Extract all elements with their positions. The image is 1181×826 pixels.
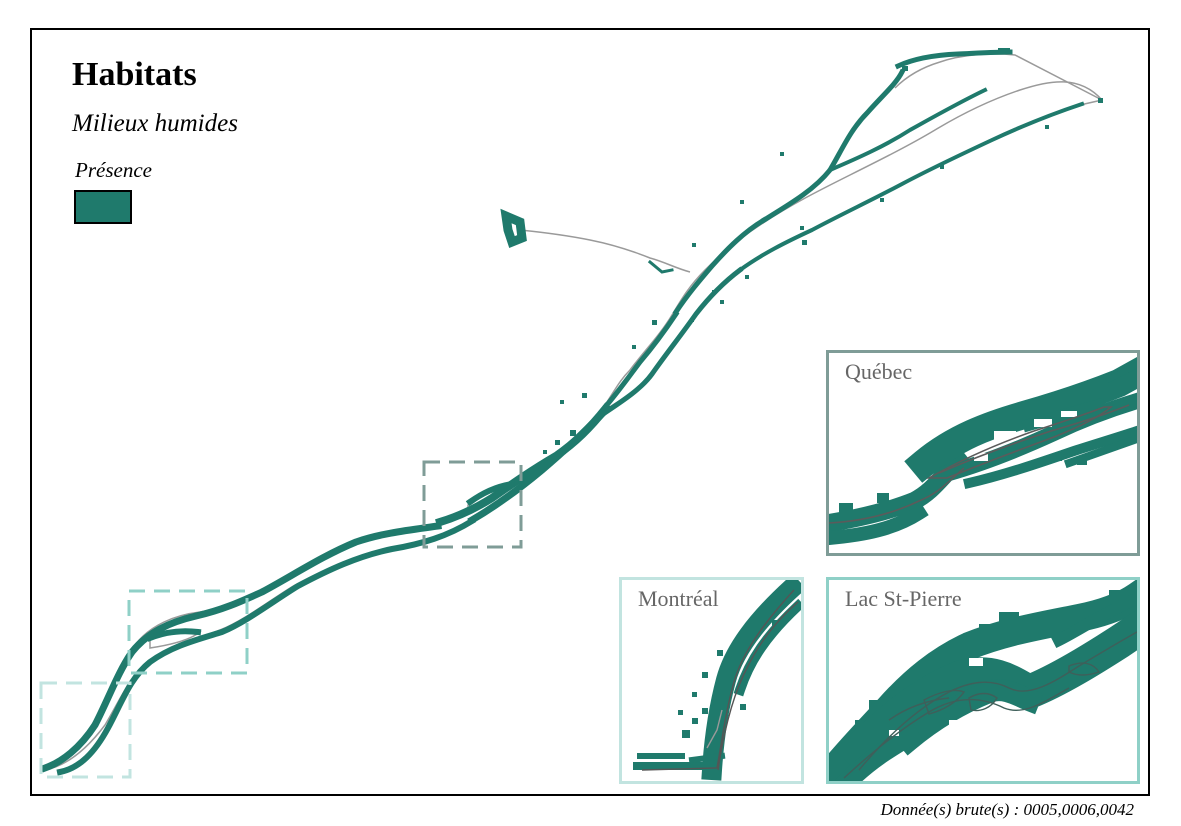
habitat-specks — [543, 48, 1103, 454]
inset-montreal-label: Montréal — [636, 586, 721, 612]
inset-lac-st-pierre[interactable]: Lac St-Pierre — [826, 577, 1140, 784]
data-source-note: Donnée(s) brute(s) : 0005,0006,0042 — [880, 800, 1134, 819]
inset-montreal[interactable]: Montréal — [619, 577, 804, 784]
inset-quebec-label: Québec — [843, 359, 915, 385]
inset-montreal-map — [633, 580, 801, 781]
zoom-boxes — [39, 460, 523, 779]
inset-lac-st-pierre-label: Lac St-Pierre — [843, 586, 964, 612]
inset-lac-st-pierre-map — [829, 580, 1137, 781]
map-title: Habitats — [72, 56, 197, 93]
zoom-box-lac-st-pierre — [127, 589, 249, 675]
inset-quebec[interactable]: Québec — [826, 350, 1140, 556]
wetland-habitat-main — [40, 49, 1085, 776]
legend-swatch — [74, 190, 132, 224]
inset-quebec-map — [829, 356, 1137, 546]
legend-label: Présence — [75, 158, 152, 182]
zoom-box-quebec — [422, 460, 523, 549]
zoom-box-montreal — [39, 681, 132, 779]
map-subtitle: Milieux humides — [72, 110, 238, 137]
